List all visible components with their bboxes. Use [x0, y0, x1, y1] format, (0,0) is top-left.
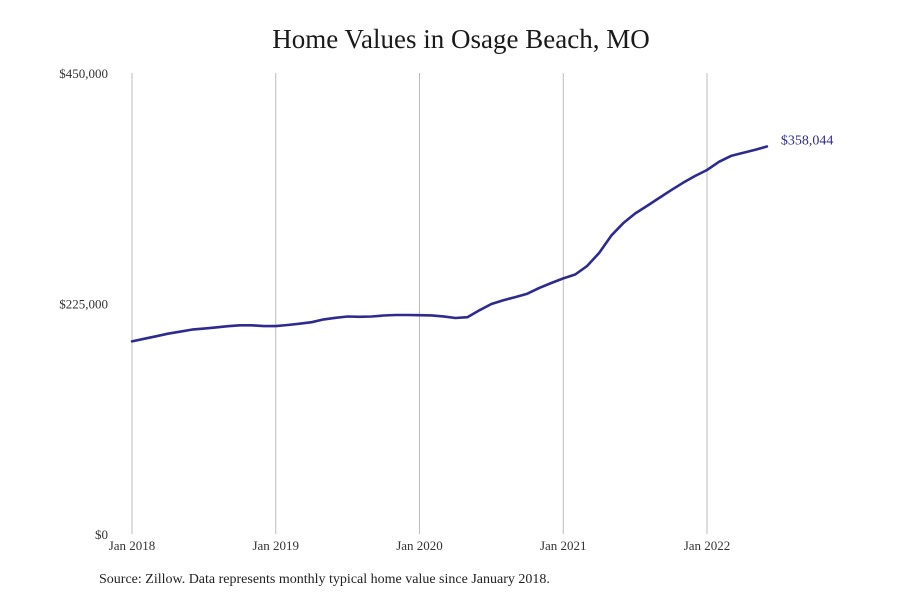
home-value-line	[130, 145, 769, 343]
x-tick-label: Jan 2019	[252, 538, 299, 553]
y-tick-label: $225,000	[59, 297, 108, 312]
x-tick-label: Jan 2020	[396, 538, 443, 553]
x-axis-tick-labels: Jan 2018 Jan 2019 Jan 2020 Jan 2021 Jan 2022	[109, 538, 731, 553]
x-tick-label: Jan 2022	[684, 538, 731, 553]
chart-title: Home Values in Osage Beach, MO	[272, 24, 650, 54]
y-axis-tick-labels: $0 $225,000 $450,000	[59, 66, 108, 542]
series-layer: $358,044	[130, 133, 834, 343]
y-tick-label: $450,000	[59, 66, 108, 81]
x-tick-label: Jan 2021	[540, 538, 587, 553]
gridlines	[131, 73, 708, 534]
x-tick-label: Jan 2018	[109, 538, 156, 553]
y-tick-label: $0	[95, 527, 108, 542]
chart-source-note: Source: Zillow. Data represents monthly …	[99, 572, 550, 587]
last-value-label: $358,044	[781, 133, 834, 148]
